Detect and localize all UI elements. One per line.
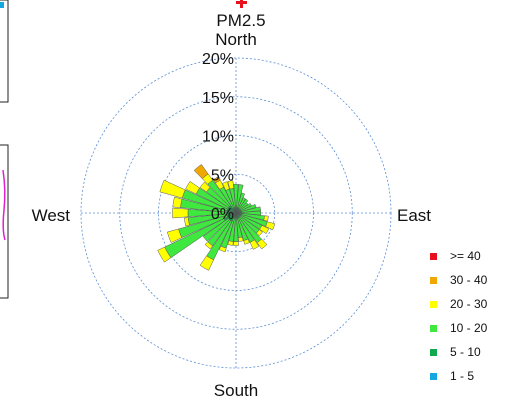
radial-tick-label-3: 15% bbox=[202, 90, 234, 107]
sector-80-bin-2 bbox=[240, 206, 261, 213]
sector-0-bin-2 bbox=[233, 184, 239, 208]
sector-20-bin-2 bbox=[237, 192, 246, 209]
sector-120-bin-3 bbox=[259, 225, 270, 234]
legend-label-3: 10 - 20 bbox=[450, 321, 488, 335]
sector-240-bin-3 bbox=[157, 246, 172, 263]
sector-60-bin-2 bbox=[240, 202, 252, 211]
sector-90-bin-2 bbox=[241, 210, 262, 216]
neighbor-panel-magenta-line bbox=[2, 169, 6, 241]
sector-320-bin-4 bbox=[193, 164, 209, 180]
legend-swatch-0 bbox=[430, 253, 437, 260]
sector-150-bin-3 bbox=[249, 239, 260, 250]
concentration-legend: >= 40 30 - 40 20 - 30 10 - 20 5 - 10 1 - 5 bbox=[430, 249, 488, 383]
sector-350-bin-3 bbox=[227, 180, 234, 190]
sector-230-bin-2 bbox=[202, 218, 230, 242]
sector-190-bin-3 bbox=[227, 240, 234, 246]
direction-label-north: North bbox=[215, 30, 257, 49]
sector-330-bin-4 bbox=[212, 176, 221, 184]
legend-label-2: 20 - 30 bbox=[450, 297, 488, 311]
neighbor-panel-cyan-mark bbox=[0, 2, 4, 8]
sector-30-bin-2 bbox=[238, 197, 247, 209]
grid-ring-3 bbox=[119, 96, 353, 330]
sector-180-bin-3 bbox=[233, 241, 239, 246]
sector-210-bin-3 bbox=[199, 255, 214, 271]
sector-40-bin-2 bbox=[238, 198, 249, 210]
sector-220-bin-3 bbox=[204, 241, 213, 250]
sector-170-bin-3 bbox=[238, 236, 244, 242]
sector-300-bin-3 bbox=[185, 181, 200, 195]
legend-label-0: >= 40 bbox=[450, 249, 481, 263]
radial-tick-labels: 0% 5% 10% 15% 20% bbox=[202, 51, 234, 223]
neighbor-panel-bottom-edge bbox=[0, 144, 9, 299]
rose-sectors bbox=[157, 164, 276, 271]
sector-310-bin-3 bbox=[199, 181, 211, 193]
sector-10-bin-2 bbox=[236, 184, 244, 209]
legend-label-5: 1 - 5 bbox=[450, 369, 474, 383]
legend-swatch-1 bbox=[430, 277, 437, 284]
neighbor-panel-fragments bbox=[0, 0, 9, 299]
sector-130-bin-3 bbox=[256, 229, 263, 237]
sector-270-bin-3 bbox=[172, 207, 189, 219]
radial-tick-label-4: 20% bbox=[202, 51, 234, 68]
sector-340-bin-3 bbox=[222, 181, 230, 191]
chart-title: PM2.5 bbox=[216, 11, 265, 30]
sector-70-bin-2 bbox=[240, 203, 257, 212]
sector-110-bin-3 bbox=[265, 221, 276, 231]
neighbor-panel-top-edge bbox=[0, 0, 9, 103]
sector-50-bin-2 bbox=[239, 202, 249, 211]
legend-swatch-2 bbox=[430, 301, 437, 308]
sector-260-bin-3 bbox=[184, 217, 190, 227]
sector-290-bin-3 bbox=[159, 179, 186, 199]
title-marker-icon bbox=[236, 0, 247, 8]
legend-label-4: 5 - 10 bbox=[450, 345, 481, 359]
legend-label-1: 30 - 40 bbox=[450, 273, 488, 287]
sector-100-bin-3 bbox=[263, 215, 269, 222]
direction-label-south: South bbox=[214, 381, 258, 400]
radial-tick-label-1: 5% bbox=[211, 167, 234, 184]
legend-swatch-3 bbox=[430, 325, 437, 332]
radial-tick-label-0: 0% bbox=[211, 206, 234, 223]
legend-swatch-5 bbox=[430, 373, 437, 380]
legend-swatch-4 bbox=[430, 349, 437, 356]
direction-label-west: West bbox=[32, 206, 71, 225]
sector-280-bin-3 bbox=[172, 196, 183, 208]
radial-tick-label-2: 10% bbox=[202, 129, 234, 146]
direction-label-east: East bbox=[397, 206, 431, 225]
sector-140-bin-3 bbox=[256, 238, 268, 250]
sector-200-bin-3 bbox=[218, 245, 227, 253]
sector-250-bin-3 bbox=[166, 228, 183, 243]
sector-160-bin-3 bbox=[243, 238, 250, 245]
